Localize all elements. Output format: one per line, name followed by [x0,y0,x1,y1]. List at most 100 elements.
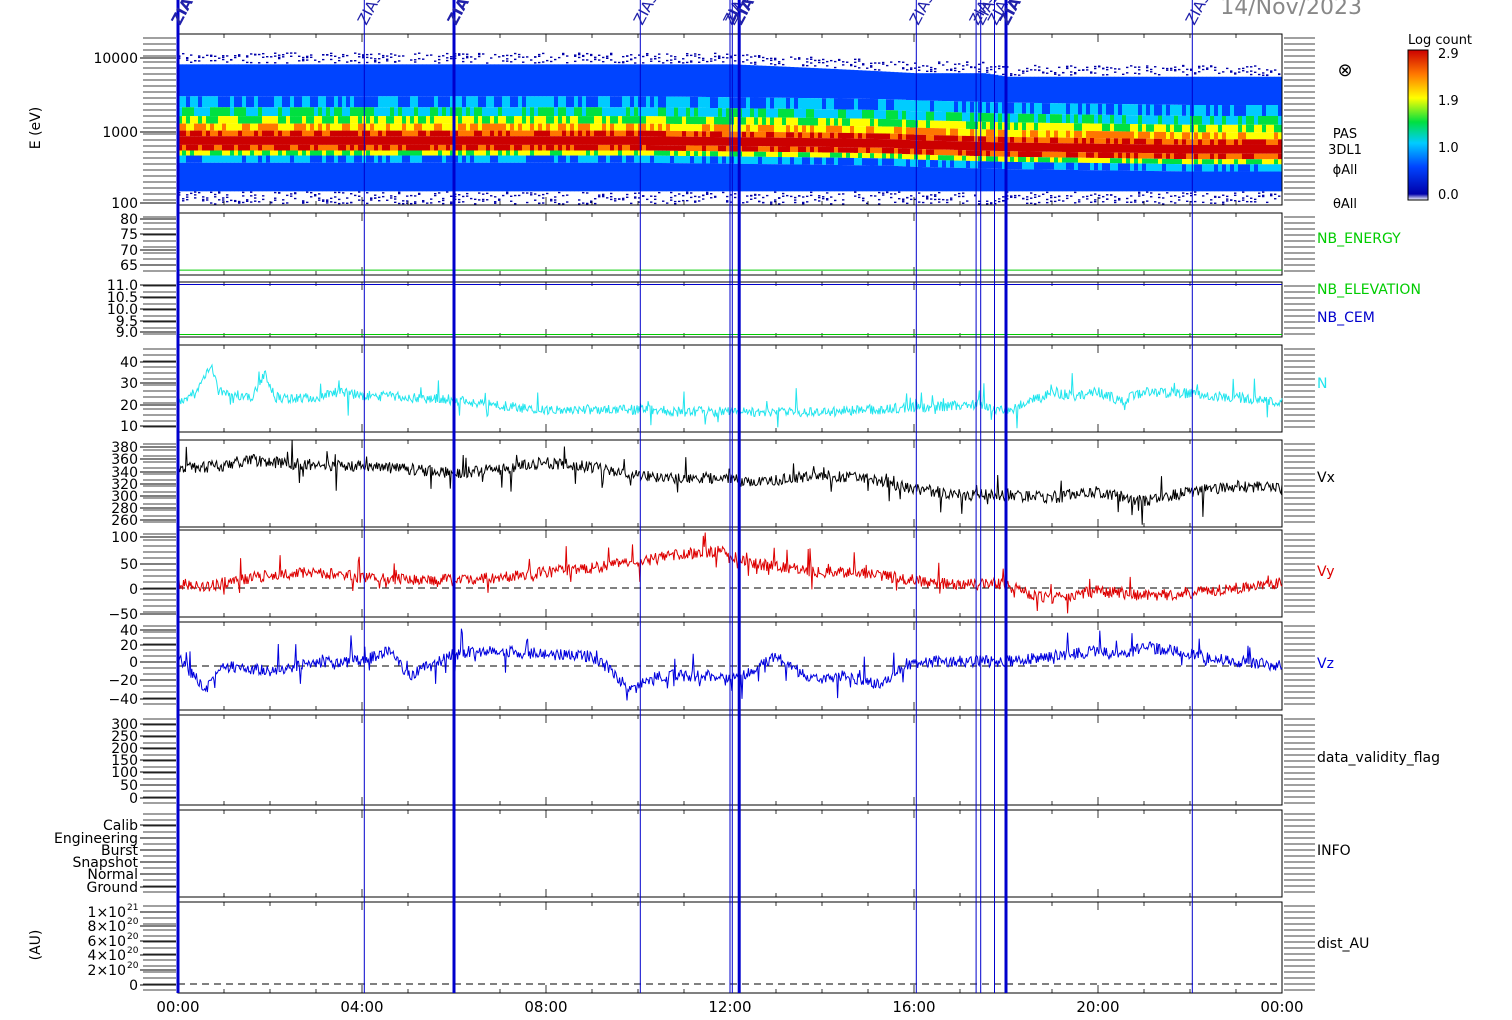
spectrogram-cell [946,155,951,161]
spectrogram-cell [1066,123,1071,131]
spectrogram-cell [682,62,685,64]
spectrogram-cell [222,197,225,199]
spectrogram-cell [1018,156,1023,163]
spectrogram-cell [546,130,551,137]
spectrogram-cell [534,64,539,97]
spectrogram-cell [1074,72,1077,75]
spectrogram-cell [262,56,265,59]
spectrogram-cell [1150,196,1153,198]
spectrogram-cell [182,116,187,124]
spectrogram-cell [1130,124,1135,132]
spectrogram-cell [1010,73,1013,75]
spectrogram-cell [202,144,207,151]
spectrogram-cell [358,61,361,64]
spectrogram-cell [950,68,953,70]
spectrogram-cell [1134,76,1139,105]
spectrogram-cell [382,150,387,156]
spectrogram-cell [530,107,535,117]
spectrogram-cell [274,136,279,145]
spectrogram-cell [1030,137,1035,143]
spectrogram-cell [266,61,269,64]
spectrogram-cell [1278,159,1283,165]
spectrogram-cell [614,150,619,156]
spectrogram-cell [314,162,319,192]
spectrogram-cell [922,159,927,168]
spectrogram-cell [186,136,191,145]
spectrogram-cell [1010,74,1013,77]
spectrogram-cell [690,145,695,152]
spectrogram-cell [346,107,351,117]
spectrogram-cell [582,64,587,97]
spectrogram-cell [310,144,315,151]
spectrogram-cell [634,192,637,195]
spectrogram-cell [182,198,185,200]
spectrogram-cell [394,155,399,163]
spectrogram-cell [874,158,879,166]
spectrogram-cell [210,54,213,57]
spectrogram-cell [618,116,623,124]
spectrogram-cell [614,136,619,145]
spectrogram-cell [722,145,727,152]
spectrogram-cell [406,150,411,156]
spectrogram-cell [498,136,503,145]
spectrogram-cell [678,116,683,125]
spectrogram-cell [1234,153,1239,160]
spectrogram-cell [982,102,987,113]
spectrogram-cell [966,155,971,161]
spectrogram-cell [1018,151,1023,157]
spectrogram-cell [758,108,763,118]
spectrogram-cell [498,56,501,58]
spectrogram-cell [550,64,555,97]
spectrogram-cell [394,116,399,124]
spectrogram-cell [1262,132,1267,140]
spectrogram-cell [410,64,415,97]
spectrogram-cell [522,61,525,63]
spectrogram-cell [374,96,379,108]
spectrogram-cell [954,155,959,161]
spectrogram-cell [746,137,751,147]
spectrogram-cell [802,137,807,147]
spectrogram-cell [766,65,771,98]
spectrogram-cell [1114,114,1119,124]
spectrogram-cell [534,162,539,192]
spectrogram-cell [226,55,229,57]
spectrogram-cell [330,155,335,163]
spectrogram-cell [966,141,971,151]
spectrogram-cell [254,155,259,163]
spectrogram-cell [1078,69,1081,72]
spectrogram-cell [514,58,517,61]
spectrogram-cell [690,60,693,62]
spectrogram-cell [414,53,417,55]
spectrogram-cell [538,55,541,57]
spectrogram-cell [458,136,463,145]
spectrogram-cell [530,192,533,194]
spectrogram-cell [790,125,795,133]
spectrogram-cell [734,196,737,199]
spectrogram-cell [1058,195,1061,197]
spectrogram-cell [586,59,589,61]
spectrogram-cell [806,138,811,147]
spectrogram-cell [766,117,771,125]
spectrogram-cell [1098,152,1103,159]
spectrogram-cell [390,155,395,163]
spectrogram-cell [614,130,619,137]
spectrogram-cell [290,136,295,145]
spectrogram-cell [778,132,783,138]
spectrogram-cell [906,139,911,149]
spectrogram-cell [830,109,835,119]
spectrogram-cell [582,123,587,131]
spectrogram-cell [262,150,267,156]
spectrogram-cell [990,202,993,205]
spectrogram-cell [1026,130,1031,138]
spectrogram-cell [462,64,467,97]
spectrogram-cell [618,64,623,97]
spectrogram-cell [906,202,909,205]
spectrogram-cell [1278,164,1283,172]
spectrogram-cell [210,107,215,117]
spectrogram-cell [674,145,679,151]
spectrogram-cell [690,196,693,199]
spectrogram-cell [286,64,291,97]
spectrogram-cell [1130,131,1135,139]
spectrogram-cell [518,194,521,197]
spectrogram-cell [1038,195,1041,197]
